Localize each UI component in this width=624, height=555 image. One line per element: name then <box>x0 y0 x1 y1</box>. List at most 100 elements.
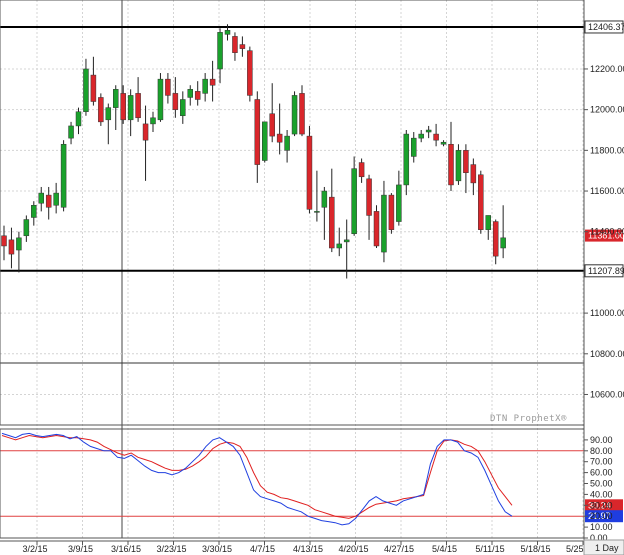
candle-up <box>262 121 268 161</box>
osc-tick-label: 10.00 <box>590 522 613 532</box>
candle-up <box>202 78 208 94</box>
chart-grid <box>0 0 584 538</box>
level-lines: 12406.37 11207.89 11381.00 <box>0 20 624 278</box>
price-tick-label: 11600.00 <box>590 186 624 196</box>
candle-up <box>105 107 112 121</box>
x-tick-label: 3/2/15 <box>22 544 47 554</box>
interval-label[interactable]: 1 Day <box>595 543 619 553</box>
candle-down <box>306 135 313 210</box>
price-tick-label: 10600.00 <box>590 389 624 399</box>
x-tick-label: 3/23/15 <box>156 544 186 554</box>
candle-down <box>232 36 238 53</box>
candle-up <box>16 237 22 251</box>
candle-down <box>165 78 171 96</box>
osc-tick-label: 90.00 <box>590 435 613 445</box>
price-tick-label: 10800.00 <box>590 349 624 359</box>
candle-down <box>470 164 477 184</box>
candle-down <box>247 50 253 96</box>
candle-down <box>135 93 141 119</box>
osc-value-label: 21.97 <box>588 511 611 521</box>
candle-down <box>433 133 439 141</box>
candle-up <box>180 99 186 117</box>
candle-up <box>500 237 506 249</box>
osc-value-badge <box>585 510 623 523</box>
x-tick-label: 5/11/15 <box>475 544 504 554</box>
level-label-box <box>584 264 624 278</box>
candle-up <box>38 192 44 204</box>
candle-down <box>239 44 246 49</box>
osc-tick-label: 20.00 <box>590 511 613 521</box>
osc-series-line <box>1 432 513 526</box>
candle-up <box>411 137 417 157</box>
candle-up <box>381 194 387 253</box>
candle-down <box>194 91 201 100</box>
candle-up <box>440 141 447 145</box>
price-tick-label: 11400.00 <box>590 227 624 237</box>
candle-up <box>23 219 30 237</box>
x-tick-label: 3/16/15 <box>111 544 141 554</box>
candle-down <box>276 133 283 143</box>
candle-down <box>269 113 275 137</box>
candle-up <box>351 168 357 235</box>
candle-up <box>418 133 424 139</box>
candle-down <box>358 162 365 178</box>
osc-tick-label: 50.00 <box>590 479 613 489</box>
candle-up <box>314 211 320 213</box>
candle-down <box>90 74 97 102</box>
x-tick-label: 5/25/15 <box>566 544 596 554</box>
osc-tick-label: 30.00 <box>590 500 613 510</box>
candle-up <box>336 243 342 249</box>
candle-up <box>31 205 37 218</box>
candle-up <box>60 143 67 208</box>
x-tick-label: 5/4/15 <box>432 544 457 554</box>
candle-down <box>142 123 149 141</box>
candle-down <box>8 239 15 255</box>
candle-down <box>120 93 126 121</box>
x-tick-label: 5/18/15 <box>520 544 550 554</box>
x-tick-label: 4/27/15 <box>384 544 414 554</box>
price-tick-label: 12000.00 <box>590 105 624 115</box>
candle-down <box>463 150 469 173</box>
candle-up <box>455 150 462 182</box>
candle-down <box>373 211 380 247</box>
candle-up <box>187 89 193 98</box>
level-label-box <box>584 20 624 34</box>
candle-down <box>366 178 372 216</box>
candle-up <box>485 215 491 230</box>
candle-down <box>478 174 484 230</box>
candle-down <box>98 97 104 123</box>
candle-up <box>217 32 223 70</box>
candle-up <box>396 184 402 222</box>
last-price-label: 11381.00 <box>588 231 624 241</box>
osc-tick-label: 0.00 <box>590 533 608 543</box>
x-tick-label: 4/20/15 <box>338 544 368 554</box>
osc-tick-label: 40.00 <box>590 489 613 499</box>
candle-down <box>299 93 305 135</box>
interval-button[interactable] <box>583 539 624 555</box>
candle-up <box>127 95 134 121</box>
price-tick-label: 11000.00 <box>590 308 624 318</box>
price-tick-label: 12200.00 <box>590 64 624 74</box>
candle-down <box>492 221 499 257</box>
osc-value-label: 30.24 <box>588 500 611 510</box>
osc-series-line <box>1 434 513 519</box>
candle-down <box>1 235 7 247</box>
level-label: 12406.37 <box>588 22 624 32</box>
candle-up <box>425 129 432 133</box>
x-tick-label: 4/7/15 <box>250 544 275 554</box>
candle-down <box>209 78 216 86</box>
candle-up <box>53 192 59 206</box>
x-tick-label: 3/9/15 <box>68 544 93 554</box>
osc-value-badge <box>585 499 623 512</box>
candlesticks <box>1 24 506 279</box>
watermark: DTN ProphetX® <box>490 414 567 424</box>
candle-up <box>343 239 350 243</box>
candle-up <box>113 89 119 108</box>
candle-up <box>224 30 231 35</box>
candle-up <box>284 135 290 151</box>
x-tick-label: 3/30/15 <box>202 544 232 554</box>
